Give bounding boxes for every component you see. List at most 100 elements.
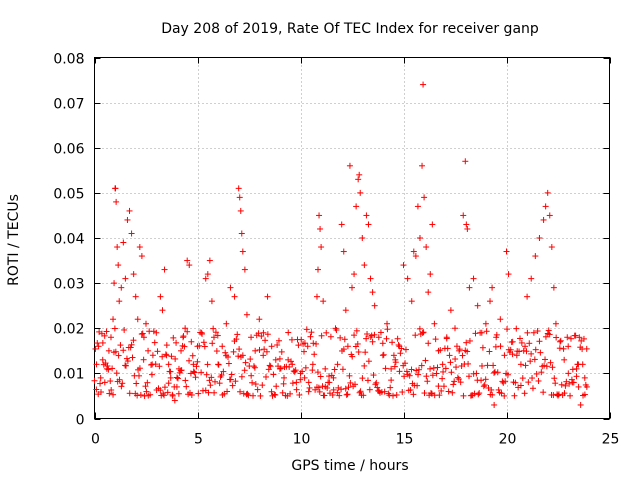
data-point [241,266,248,273]
data-point [432,336,439,343]
data-point [272,391,279,398]
data-point [309,361,316,368]
data-point [334,361,341,368]
data-point [242,359,249,366]
data-point [262,373,269,380]
data-point [542,333,549,340]
data-point [214,332,221,339]
data-point [478,362,485,369]
data-point [498,390,505,397]
data-point [509,338,516,345]
data-point [528,350,535,357]
x-tick-label: 15 [396,432,414,448]
data-point [389,392,396,399]
data-point [250,363,257,370]
data-point [490,362,497,369]
data-point [210,325,217,332]
data-point [181,343,188,350]
data-point [465,360,472,367]
data-point [421,390,428,397]
data-point [395,341,402,348]
data-point [164,389,171,396]
data-point [357,388,364,395]
data-point [359,375,366,382]
data-point [316,388,323,395]
data-point [371,331,378,338]
data-point [425,289,432,296]
data-point [552,320,559,327]
data-point [208,298,215,305]
data-point [273,383,280,390]
data-point [475,391,482,398]
data-point [551,375,558,382]
data-point [565,370,572,377]
data-point [402,360,409,367]
data-point [522,362,529,369]
data-point [537,349,544,356]
data-point [212,378,219,385]
data-point [565,343,572,350]
data-point [124,216,131,223]
data-point [466,284,473,291]
data-point [453,364,460,371]
data-point [122,275,129,282]
data-point [114,244,121,251]
data-point [105,366,112,373]
data-point [235,353,242,360]
data-point [207,382,214,389]
data-point [453,343,460,350]
data-point [280,380,287,387]
data-point [188,391,195,398]
data-point [434,364,441,371]
data-point [363,212,370,219]
data-point [532,253,539,260]
data-point [208,374,215,381]
data-point [112,348,119,355]
data-point [154,348,161,355]
data-point [97,389,104,396]
data-point [394,335,401,342]
data-point [295,342,302,349]
data-point [416,235,423,241]
data-point [367,275,374,282]
data-point [561,356,568,363]
data-point [346,162,353,169]
x-tick-label: 0 [91,432,100,448]
data-point [316,212,323,219]
data-point [140,356,147,363]
data-point [261,346,268,353]
data-point [204,271,211,278]
data-point [532,346,539,353]
data-point [130,337,137,344]
data-point [583,345,590,352]
data-point [428,390,435,397]
data-point [438,387,445,394]
data-point [193,363,200,370]
data-point [160,390,167,397]
data-point [111,325,118,332]
data-point [330,386,337,393]
data-point [285,329,292,336]
data-point [451,378,458,385]
data-point [355,348,362,355]
data-point [178,367,185,374]
data-point [557,338,564,345]
data-point [379,340,386,347]
data-point [144,379,151,386]
data-point [301,348,308,355]
data-point [494,369,501,376]
data-points [91,81,590,408]
data-point [497,316,504,323]
data-point [297,370,304,377]
data-point [227,284,234,291]
data-point [507,346,514,353]
data-point [136,244,143,251]
data-point [250,392,257,399]
data-point [482,376,489,383]
data-point [341,336,348,343]
data-point [247,356,254,363]
data-point [435,347,442,354]
data-point [256,346,263,353]
data-point [456,347,463,354]
y-tick-label: 0.08 [53,52,84,68]
